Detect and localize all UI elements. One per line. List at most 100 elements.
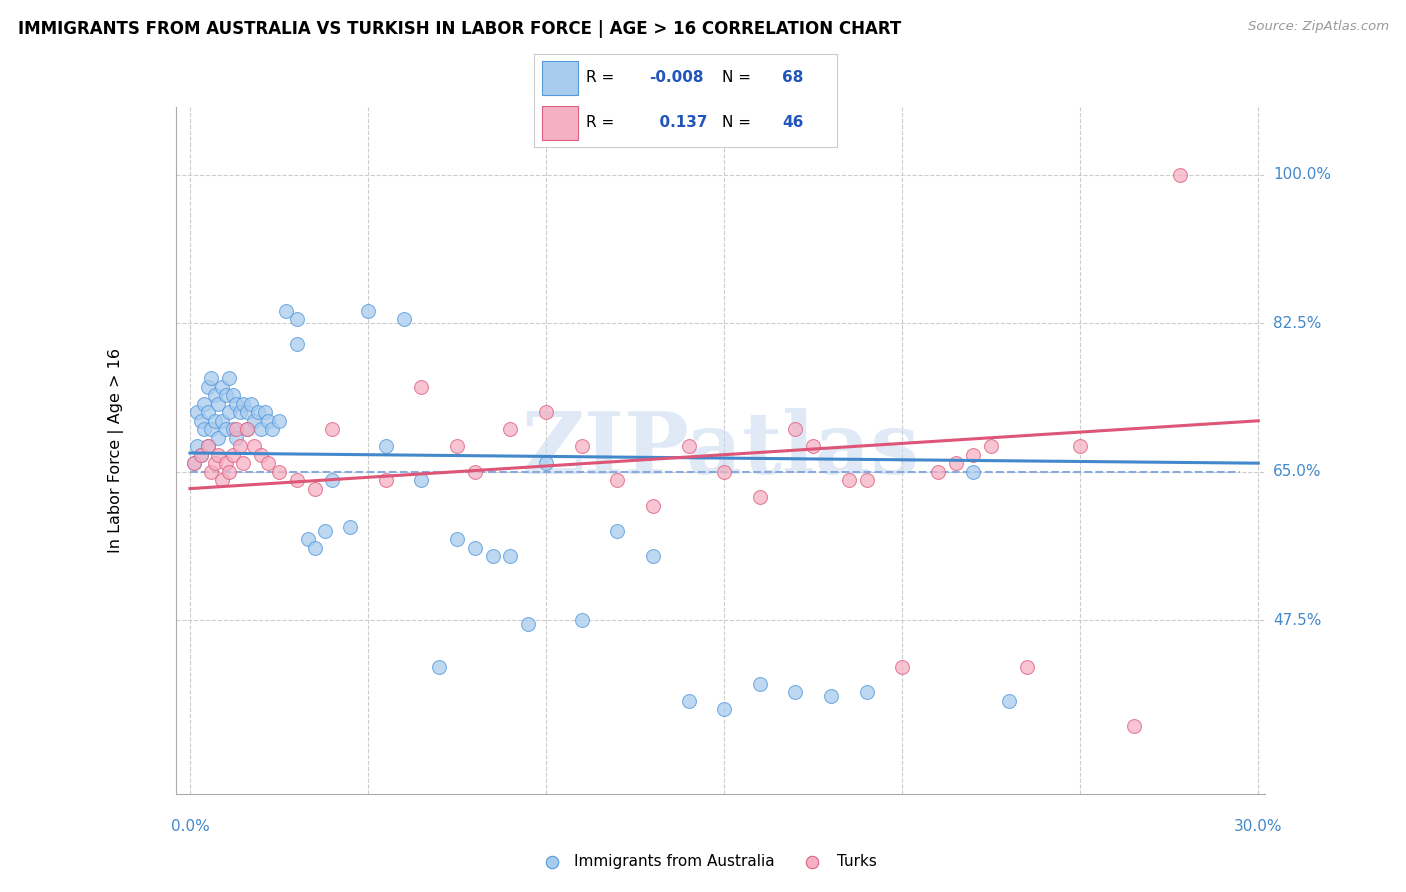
Text: 0.0%: 0.0% — [170, 819, 209, 834]
Text: R =: R = — [586, 115, 619, 130]
Point — [927, 465, 949, 479]
Text: 65.0%: 65.0% — [1274, 464, 1322, 479]
Point — [304, 541, 326, 555]
Point — [785, 685, 807, 699]
Point — [218, 371, 240, 385]
Point — [304, 482, 326, 496]
Point — [229, 405, 252, 419]
Point — [1069, 439, 1091, 453]
Point — [225, 431, 247, 445]
Point — [222, 388, 245, 402]
Point — [257, 456, 280, 470]
Point — [374, 439, 396, 453]
Point — [243, 414, 266, 428]
Text: N =: N = — [721, 115, 755, 130]
Point — [748, 676, 770, 690]
Point — [499, 422, 522, 436]
Point — [232, 456, 254, 470]
Point — [197, 380, 219, 394]
Point — [1168, 168, 1191, 182]
Point — [207, 448, 229, 462]
Point — [446, 533, 468, 547]
Point — [713, 702, 735, 716]
Point — [276, 303, 298, 318]
Point — [222, 448, 245, 462]
Point — [464, 541, 486, 555]
Text: Source: ZipAtlas.com: Source: ZipAtlas.com — [1249, 20, 1389, 33]
Point — [392, 312, 415, 326]
Point — [285, 473, 308, 487]
Point — [190, 448, 212, 462]
Point — [678, 693, 700, 707]
Point — [838, 473, 860, 487]
Point — [211, 414, 233, 428]
Point — [540, 855, 562, 869]
Point — [785, 422, 807, 436]
Text: In Labor Force | Age > 16: In Labor Force | Age > 16 — [108, 348, 124, 553]
Point — [200, 422, 222, 436]
Point — [257, 414, 280, 428]
Point — [534, 405, 557, 419]
Text: -0.008: -0.008 — [650, 70, 703, 86]
Text: R =: R = — [586, 70, 619, 86]
Point — [183, 456, 205, 470]
Point — [411, 380, 433, 394]
Point — [253, 405, 276, 419]
Point — [236, 422, 259, 436]
Point — [200, 465, 222, 479]
Point — [285, 312, 308, 326]
Point — [250, 448, 273, 462]
Point — [641, 549, 664, 564]
Point — [321, 473, 343, 487]
Point — [499, 549, 522, 564]
Point — [214, 388, 236, 402]
Point — [945, 456, 967, 470]
Point — [204, 414, 226, 428]
Point — [1015, 659, 1038, 673]
Point — [246, 405, 269, 419]
Point — [232, 397, 254, 411]
Point — [218, 465, 240, 479]
Point — [571, 613, 593, 627]
Point — [855, 685, 877, 699]
Point — [678, 439, 700, 453]
Point — [186, 439, 208, 453]
Point — [285, 337, 308, 351]
Point — [243, 439, 266, 453]
Point — [357, 303, 380, 318]
Point — [190, 448, 212, 462]
Point — [801, 439, 824, 453]
Point — [297, 533, 319, 547]
Point — [197, 439, 219, 453]
Text: N =: N = — [721, 70, 755, 86]
Point — [339, 520, 361, 534]
Point — [427, 659, 450, 673]
Point — [267, 414, 290, 428]
Point — [229, 439, 252, 453]
Text: IMMIGRANTS FROM AUSTRALIA VS TURKISH IN LABOR FORCE | AGE > 16 CORRELATION CHART: IMMIGRANTS FROM AUSTRALIA VS TURKISH IN … — [18, 20, 901, 37]
Bar — [541, 61, 578, 95]
Point — [748, 490, 770, 504]
Point — [606, 524, 628, 538]
Point — [207, 431, 229, 445]
Point — [481, 549, 503, 564]
Point — [464, 465, 486, 479]
Text: 30.0%: 30.0% — [1234, 819, 1282, 834]
Text: 68: 68 — [782, 70, 804, 86]
Point — [891, 659, 914, 673]
Point — [641, 499, 664, 513]
Point — [225, 422, 247, 436]
Point — [200, 371, 222, 385]
Bar — [541, 106, 578, 140]
Point — [820, 690, 842, 704]
Point — [214, 422, 236, 436]
Point — [801, 855, 824, 869]
Point — [239, 397, 262, 411]
Point — [855, 473, 877, 487]
Point — [186, 405, 208, 419]
Text: ZIPatlas: ZIPatlas — [522, 409, 920, 492]
Point — [197, 405, 219, 419]
Text: 0.137: 0.137 — [650, 115, 707, 130]
Point — [321, 422, 343, 436]
Point — [314, 524, 336, 538]
